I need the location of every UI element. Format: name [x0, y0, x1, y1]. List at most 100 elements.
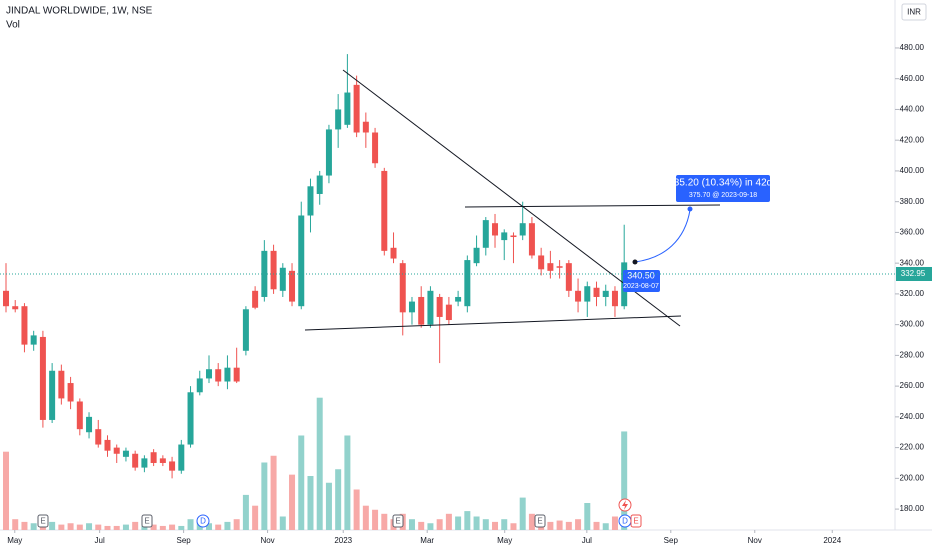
event-marker[interactable]: [630, 514, 642, 528]
volume-bar: [150, 524, 157, 530]
candle-body: [86, 416, 93, 433]
volume-bar: [178, 525, 185, 530]
candle-body: [39, 336, 46, 420]
volume-bar: [593, 521, 600, 530]
candle-body: [519, 223, 526, 236]
event-label: E: [537, 517, 542, 526]
candle-body: [418, 296, 425, 325]
volume-bar: [510, 523, 517, 530]
volume-bar: [141, 525, 148, 530]
candle-body: [205, 369, 212, 379]
axes-layer: 180.00 200.00 220.00 240.00 260.00 280.00 300.…: [0, 43, 932, 545]
candle-body: [242, 309, 249, 351]
event-label: E: [144, 517, 149, 526]
x-tick-label: Jul: [582, 536, 592, 545]
candle-body: [455, 296, 462, 302]
event-marker[interactable]: [392, 514, 404, 528]
event-marker[interactable]: [37, 514, 49, 528]
y-tick-label: 480.00: [900, 43, 925, 52]
candle-body: [21, 306, 28, 345]
candle-body: [335, 109, 342, 130]
x-tick-label: May: [497, 536, 512, 545]
x-tick-label: Sep: [176, 536, 191, 545]
candle-body: [593, 287, 600, 297]
measure-arrow: [634, 209, 691, 263]
y-tick-label: 260.00: [900, 381, 925, 390]
event-label: E: [633, 517, 638, 526]
volume-bar: [58, 524, 65, 530]
y-tick-label: 400.00: [900, 166, 925, 175]
candle-body: [427, 290, 434, 325]
volume-bar: [104, 525, 111, 530]
volume-bar: [49, 521, 56, 530]
candle-body: [602, 290, 609, 297]
volume-bar: [298, 435, 305, 530]
volume-bar: [2, 451, 9, 530]
volume-bar: [233, 519, 240, 530]
volume-bar: [519, 497, 526, 530]
volume-bar: [556, 520, 563, 530]
volume-bar: [418, 521, 425, 530]
volume-bar: [372, 509, 379, 530]
candle-body: [381, 170, 388, 251]
y-tick-label: 240.00: [900, 412, 925, 421]
x-tick-label: Jul: [95, 536, 105, 545]
candle-body: [372, 132, 379, 164]
volume-bar: [261, 462, 268, 530]
candle-body: [464, 260, 471, 307]
volume-bar: [362, 505, 369, 530]
callout-date: 2023-08-07: [623, 283, 659, 290]
candle-body: [12, 306, 19, 310]
volume-bar: [289, 474, 296, 530]
volume-bar: [436, 519, 443, 530]
candle-body: [510, 235, 517, 238]
candle-body: [178, 444, 185, 471]
event-marker[interactable]: [196, 514, 210, 528]
event-marker[interactable]: [141, 514, 153, 528]
candle-body: [132, 453, 139, 468]
candle-body: [141, 458, 148, 468]
candle-body: [611, 290, 618, 307]
event-marker[interactable]: [534, 514, 546, 528]
y-tick-label: 360.00: [900, 228, 925, 237]
candle-body: [473, 247, 480, 264]
volume-bar: [381, 513, 388, 530]
currency-box[interactable]: [901, 3, 927, 21]
candle-body: [215, 369, 222, 382]
volume-bar: [464, 511, 471, 530]
y-tick-label: 280.00: [900, 350, 925, 359]
candle-body: [187, 392, 194, 445]
candle-body: [584, 286, 591, 302]
y-tick-label: 460.00: [900, 74, 925, 83]
candle-body: [159, 458, 166, 463]
volume-bar: [325, 482, 332, 530]
volume-bar: [473, 516, 480, 530]
x-tick-label: Sep: [664, 536, 679, 545]
volume-bar: [242, 494, 249, 530]
candle-body: [565, 263, 572, 291]
trendline: [304, 315, 682, 331]
candle-body: [482, 220, 489, 248]
volume-bar: [95, 524, 102, 530]
volume-bar: [565, 521, 572, 530]
event-label: E: [40, 517, 45, 526]
candle-body: [95, 429, 102, 445]
candle-body: [289, 270, 296, 302]
event-label: D: [200, 517, 206, 526]
last-price-label: 332.95: [901, 269, 926, 278]
candle-body: [113, 447, 120, 454]
candle-body: [298, 215, 305, 307]
x-tick-label: May: [7, 536, 22, 545]
volume-bar: [575, 519, 582, 530]
candle-body: [362, 121, 369, 133]
volume-bar: [76, 524, 83, 530]
currency: INR: [907, 8, 921, 17]
candle-body: [252, 290, 259, 308]
candle-body: [353, 84, 360, 133]
volume-bar: [252, 505, 259, 530]
volume-bar: [528, 513, 535, 530]
candle-body: [67, 383, 74, 402]
candle-body: [538, 255, 545, 270]
y-tick-label: 320.00: [900, 289, 925, 298]
candle-body: [316, 175, 323, 194]
